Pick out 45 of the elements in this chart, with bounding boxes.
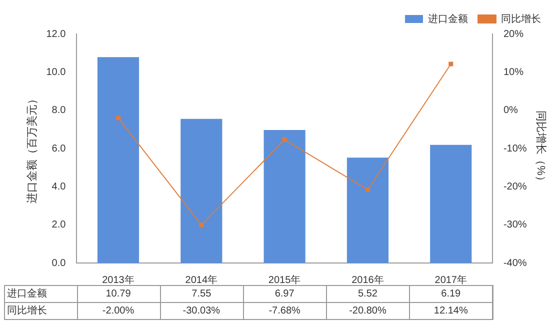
y-axis-title: 进口金额（百万美元） — [26, 94, 39, 204]
y2-tick-label: -40% — [503, 258, 527, 269]
bar — [264, 130, 306, 263]
legend-label: 进口金额 — [428, 12, 468, 25]
y2-tick-label: -20% — [503, 181, 527, 192]
x-tick-label: 2016年 — [352, 274, 384, 286]
legend-label: 同比增长 — [501, 12, 541, 25]
y-tick-label: 8.0 — [52, 105, 66, 116]
x-tick-label: 2017年 — [434, 274, 467, 286]
data-label: 6.19 — [441, 288, 462, 300]
y-tick-label: 0.0 — [52, 258, 66, 269]
y2-tick-label: -10% — [503, 143, 527, 154]
y2-axis-title: 同比增长（%） — [534, 110, 548, 186]
text: 进口金额 — [7, 288, 47, 300]
text: 同比增长 — [7, 305, 47, 316]
y2-tick-label: -30% — [503, 220, 527, 231]
data-label: 6.97 — [274, 288, 295, 300]
data-label: 12.14% — [434, 305, 468, 316]
point — [282, 137, 287, 142]
x-tick-label: 2013年 — [102, 274, 134, 286]
data-label: -30.03% — [182, 305, 220, 316]
point — [116, 116, 121, 120]
point — [365, 187, 370, 192]
bar — [97, 57, 140, 263]
data-label: 7.55 — [192, 288, 212, 300]
bar — [430, 144, 472, 263]
bar — [180, 118, 222, 263]
y-tick-label: 4.0 — [52, 181, 66, 192]
data-label: 5.52 — [358, 288, 378, 300]
x-tick-label: 2015年 — [268, 274, 301, 286]
data-label: -2.00% — [102, 305, 134, 316]
data-label: 10.79 — [106, 288, 132, 300]
point — [199, 222, 204, 228]
y2-tick-label: 0% — [503, 105, 518, 116]
data-label: -7.68% — [268, 305, 301, 316]
bar — [346, 158, 389, 263]
y-tick-label: 10.0 — [46, 66, 66, 78]
y-tick-label: 2.0 — [52, 220, 66, 231]
y-tick-label: 6.0 — [52, 143, 66, 154]
point — [448, 62, 454, 66]
x-tick-label: 2014年 — [185, 274, 218, 286]
data-label: -20.80% — [349, 305, 386, 316]
y2-tick-label: 20% — [503, 28, 524, 40]
y-tick-label: 12.0 — [46, 28, 66, 40]
y2-tick-label: 10% — [503, 66, 524, 78]
